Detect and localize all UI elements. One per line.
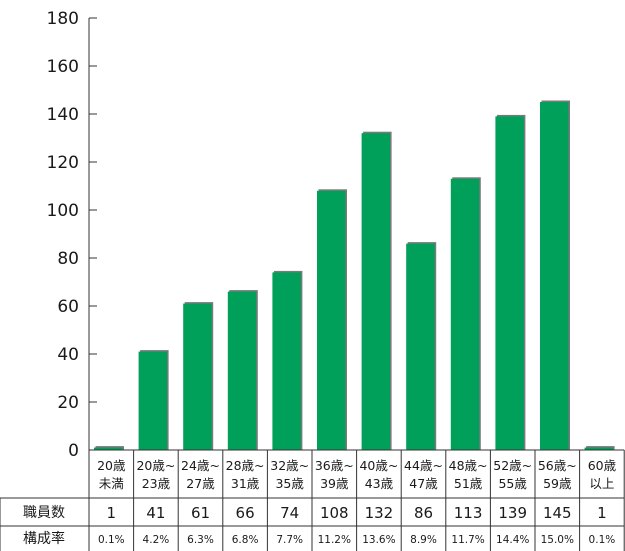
y-tick-label: 140 — [47, 105, 79, 125]
rate-cell: 0.1% — [589, 534, 616, 546]
rate-cell: 6.3% — [187, 534, 214, 546]
count-cell: 139 — [498, 504, 527, 522]
count-cell: 74 — [280, 504, 299, 522]
y-tick-label: 40 — [57, 345, 79, 365]
y-axis: 0 20 40 60 80 100 120 140 160 180 — [47, 9, 97, 461]
count-cell: 108 — [320, 504, 349, 522]
count-cell: 41 — [146, 504, 165, 522]
category-label: 28歳~ — [226, 458, 265, 473]
rate-cell: 11.7% — [451, 534, 484, 546]
category-label: 39歳 — [320, 476, 349, 491]
rate-cell: 15.0% — [541, 534, 574, 546]
data-table: 職員数 構成率 1 41 61 66 74 108 132 86 113 139 145 1 0.1% 4… — [0, 497, 625, 551]
count-cell: 132 — [365, 504, 394, 522]
rate-cell: 4.2% — [143, 534, 170, 546]
category-label: 20歳~ — [136, 458, 175, 473]
category-label: 55歳 — [498, 476, 527, 491]
category-label: 40歳~ — [359, 458, 398, 473]
y-tick-label: 80 — [57, 249, 79, 269]
bar — [540, 102, 569, 450]
category-label: 32歳~ — [270, 458, 309, 473]
count-row-label: 職員数 — [23, 505, 65, 521]
category-label: 52歳~ — [493, 458, 532, 473]
bar — [272, 272, 301, 450]
count-cell: 1 — [107, 504, 117, 522]
y-tick-label: 100 — [47, 201, 79, 221]
count-cell: 1 — [597, 504, 607, 522]
bar — [450, 178, 480, 451]
bar — [361, 133, 391, 450]
count-cell: 113 — [454, 504, 483, 522]
category-label: 36歳~ — [315, 458, 354, 473]
bar — [317, 190, 346, 451]
rate-row-label: 構成率 — [23, 530, 65, 547]
count-cell: 61 — [191, 504, 210, 522]
y-tick-label: 60 — [57, 297, 79, 317]
category-label: 51歳 — [454, 476, 483, 491]
rate-cell: 14.4% — [496, 534, 529, 546]
rate-cell: 0.1% — [98, 534, 125, 546]
bars — [94, 100, 615, 451]
y-tick-label: 120 — [47, 153, 79, 173]
bar — [138, 351, 168, 450]
rate-cell: 8.9% — [410, 534, 437, 546]
bar — [495, 116, 524, 451]
rate-cell: 7.7% — [276, 534, 303, 546]
category-label: 未満 — [99, 476, 124, 491]
rate-cell: 13.6% — [362, 534, 395, 546]
category-label: 31歳 — [231, 476, 260, 491]
category-label: 48歳~ — [449, 458, 488, 473]
bar — [227, 291, 257, 450]
category-label: 24歳~ — [181, 458, 220, 473]
bar — [183, 303, 212, 450]
y-tick-label: 160 — [47, 57, 79, 77]
category-label: 20歳 — [97, 458, 126, 473]
count-cell: 66 — [236, 504, 255, 522]
count-cell: 86 — [414, 504, 433, 522]
y-tick-label: 180 — [47, 9, 79, 29]
category-label: 59歳 — [543, 476, 572, 491]
category-label: 43歳 — [365, 476, 394, 491]
count-cell: 145 — [543, 504, 572, 522]
category-label: 23歳 — [142, 476, 171, 491]
category-label: 35歳 — [275, 476, 304, 491]
y-tick-label: 20 — [57, 393, 79, 413]
category-label: 27歳 — [186, 476, 215, 491]
bar — [94, 447, 123, 450]
rate-cell: 6.8% — [232, 534, 259, 546]
rate-cell: 11.2% — [318, 534, 351, 546]
category-label: 56歳~ — [538, 458, 577, 473]
y-tick-label: 0 — [68, 441, 79, 461]
category-label: 60歳 — [588, 458, 617, 473]
category-label: 44歳~ — [404, 458, 443, 473]
category-label: 47歳 — [409, 476, 438, 491]
bar — [584, 447, 614, 450]
category-label: 以上 — [589, 476, 614, 491]
bar — [406, 243, 435, 450]
